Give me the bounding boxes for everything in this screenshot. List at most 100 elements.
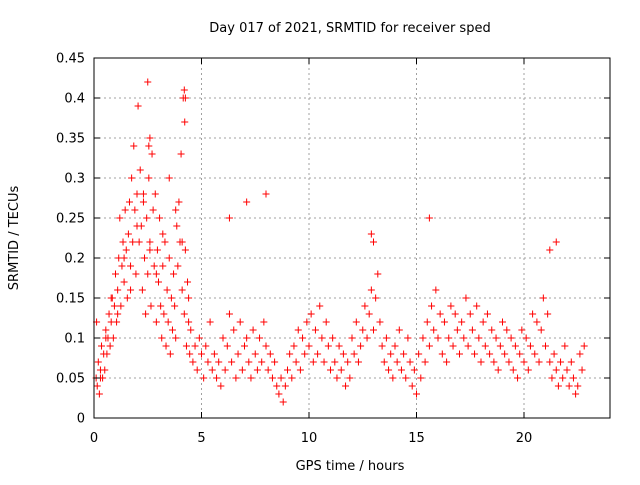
data-point [382,334,390,342]
data-point [181,118,189,126]
data-point [503,326,511,334]
data-point [550,350,558,358]
data-point [303,318,311,326]
data-point [102,334,110,342]
data-point [494,366,502,374]
data-point [156,214,164,222]
data-point [182,342,190,350]
data-point [136,166,144,174]
data-point [117,302,125,310]
data-point [567,358,575,366]
x-tick-label: 15 [408,431,425,446]
data-point [520,358,528,366]
data-point [116,214,124,222]
data-point [451,310,459,318]
data-point [499,318,506,326]
data-point [301,350,309,358]
data-point [172,334,180,342]
data-point [415,350,423,358]
data-point [408,382,416,390]
data-point [456,350,463,358]
data-point [215,358,223,366]
data-point [170,270,178,278]
data-point [221,366,229,374]
data-point [296,366,304,374]
data-point [419,334,427,342]
data-point [185,318,193,326]
data-point [292,358,300,366]
x-axis-label: GPS time / hours [296,459,405,474]
data-point [171,302,179,310]
data-point [318,334,326,342]
y-tick-label: 0.35 [56,132,85,147]
y-tick-label: 0.2 [64,252,85,267]
data-point [146,246,154,254]
data-points [92,78,588,406]
data-point [102,326,110,334]
y-tick-label: 0.3 [64,172,85,187]
data-point [162,342,170,350]
data-point [262,342,270,350]
data-point [159,262,167,270]
data-point [160,310,168,318]
data-point [204,358,212,366]
data-point [417,374,425,382]
data-point [112,270,119,278]
data-point [210,350,218,358]
data-point [413,390,420,398]
data-point [544,310,552,318]
data-point [225,214,233,222]
data-point [453,326,461,334]
data-point [124,230,132,238]
axis-ticks: 0 0.05 0.1 0.15 0.2 0.25 0.3 0.35 0.4 0.45 0 5 10 15 2… [56,52,610,446]
data-point [135,238,143,246]
data-point [158,334,166,342]
data-point [509,366,517,374]
data-point [475,334,483,342]
data-point [143,214,151,222]
data-point [260,318,268,326]
y-tick-label: 0.4 [64,92,85,107]
data-point [552,238,560,246]
data-point [142,310,150,318]
data-point [98,342,106,350]
data-point [524,366,532,374]
data-point [208,366,216,374]
data-point [294,326,302,334]
chart-title: Day 017 of 2021, SRMTID for receiver spe… [209,21,490,36]
data-point [337,366,345,374]
data-point [120,254,128,262]
data-point [501,350,509,358]
data-point [130,142,138,150]
data-point [133,222,141,230]
data-point [365,310,373,318]
data-point [189,358,197,366]
data-point [120,278,128,286]
data-point [281,382,289,390]
data-point [288,374,296,382]
data-point [198,350,205,358]
data-point [354,358,362,366]
data-point [352,318,360,326]
grid-lines [94,58,610,418]
data-point [225,310,233,318]
data-point [125,198,133,206]
data-point [155,278,162,286]
data-point [138,286,146,294]
data-point [363,334,371,342]
data-point [507,334,515,342]
data-point [127,286,135,294]
data-point [404,334,412,342]
data-point [144,270,152,278]
data-point [342,382,350,390]
data-point [243,198,251,206]
y-tick-label: 0 [77,412,85,427]
data-point [533,318,541,326]
data-point [529,310,537,318]
data-point [123,294,131,302]
data-point [421,358,429,366]
data-point [266,350,274,358]
data-point [177,150,185,158]
data-point [492,334,500,342]
